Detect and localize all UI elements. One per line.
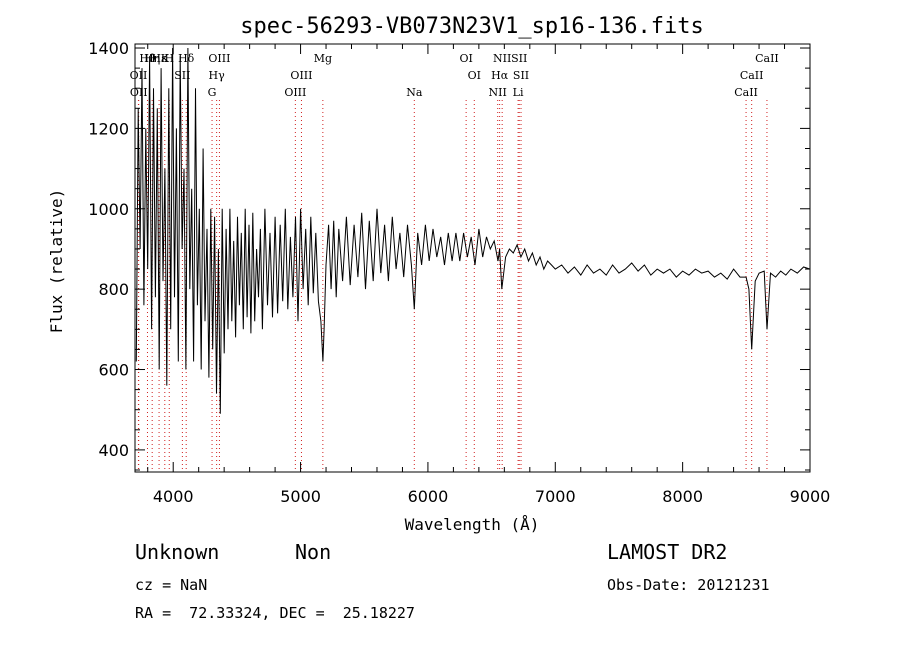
classification-label: Unknown (135, 540, 220, 564)
marker-label: OIII (290, 69, 312, 82)
marker-label: OI (468, 69, 481, 82)
survey-label: LAMOST DR2 (607, 540, 728, 564)
marker-label: Hδ (178, 52, 195, 65)
y-axis-label: Flux (relative) (47, 189, 66, 334)
marker-label: H (164, 52, 174, 65)
marker-label: OII (130, 69, 148, 82)
marker-label: SII (511, 52, 527, 65)
y-tick-label: 1000 (88, 200, 129, 219)
marker-label: Hγ (209, 69, 226, 82)
marker-label: OII (130, 86, 148, 99)
series-layer (135, 47, 811, 414)
marker-label: Hη (144, 52, 160, 65)
marker-label: Na (406, 86, 423, 99)
marker-label: Mg (314, 52, 332, 65)
spectrum-line (135, 47, 811, 414)
obs-date-label: Obs-Date: 20121231 (607, 576, 770, 594)
y-tick-label: 1400 (88, 39, 129, 58)
y-tick-label: 1200 (88, 119, 129, 138)
chart-title: spec-56293-VB073N23V1_sp16-136.fits (240, 14, 704, 39)
x-tick-label: 6000 (408, 487, 449, 506)
x-tick-label: 5000 (280, 487, 321, 506)
y-tick-label: 600 (98, 361, 129, 380)
marker-label: CaII (755, 52, 779, 65)
x-axis-label: Wavelength (Å) (405, 515, 540, 534)
marker-label: NII (493, 52, 511, 65)
marker-label: SII (174, 69, 190, 82)
marker-label: OI (459, 52, 472, 65)
marker-label: Hε (151, 52, 167, 65)
coordinates-label: RA = 72.33324, DEC = 25.18227 (135, 604, 415, 622)
y-tick-label: 400 (98, 441, 129, 460)
axes: 4000 5000 6000 7000 8000 9000 400 600 800 1000 120… (88, 39, 830, 506)
x-tick-label: 9000 (790, 487, 831, 506)
marker-label: G (208, 86, 217, 99)
marker-label: Li (513, 86, 524, 99)
marker-label: OIII (208, 52, 230, 65)
marker-label: NII (489, 86, 507, 99)
marker-label: CaII (740, 69, 764, 82)
y-tick-label: 800 (98, 280, 129, 299)
x-tick-label: 8000 (662, 487, 703, 506)
plot-frame (134, 43, 811, 473)
x-tick-label: 7000 (535, 487, 576, 506)
x-tick-label: 4000 (153, 487, 194, 506)
marker-label: OIII (284, 86, 306, 99)
subclass-label: Non (295, 540, 332, 564)
marker-label: SII (513, 69, 529, 82)
marker-label: Hθ (139, 52, 156, 65)
cz-label: cz = NaN (135, 576, 208, 594)
marker-label: K (161, 52, 170, 65)
marker-label: Hα (491, 69, 509, 82)
marker-label: CaII (734, 86, 758, 99)
